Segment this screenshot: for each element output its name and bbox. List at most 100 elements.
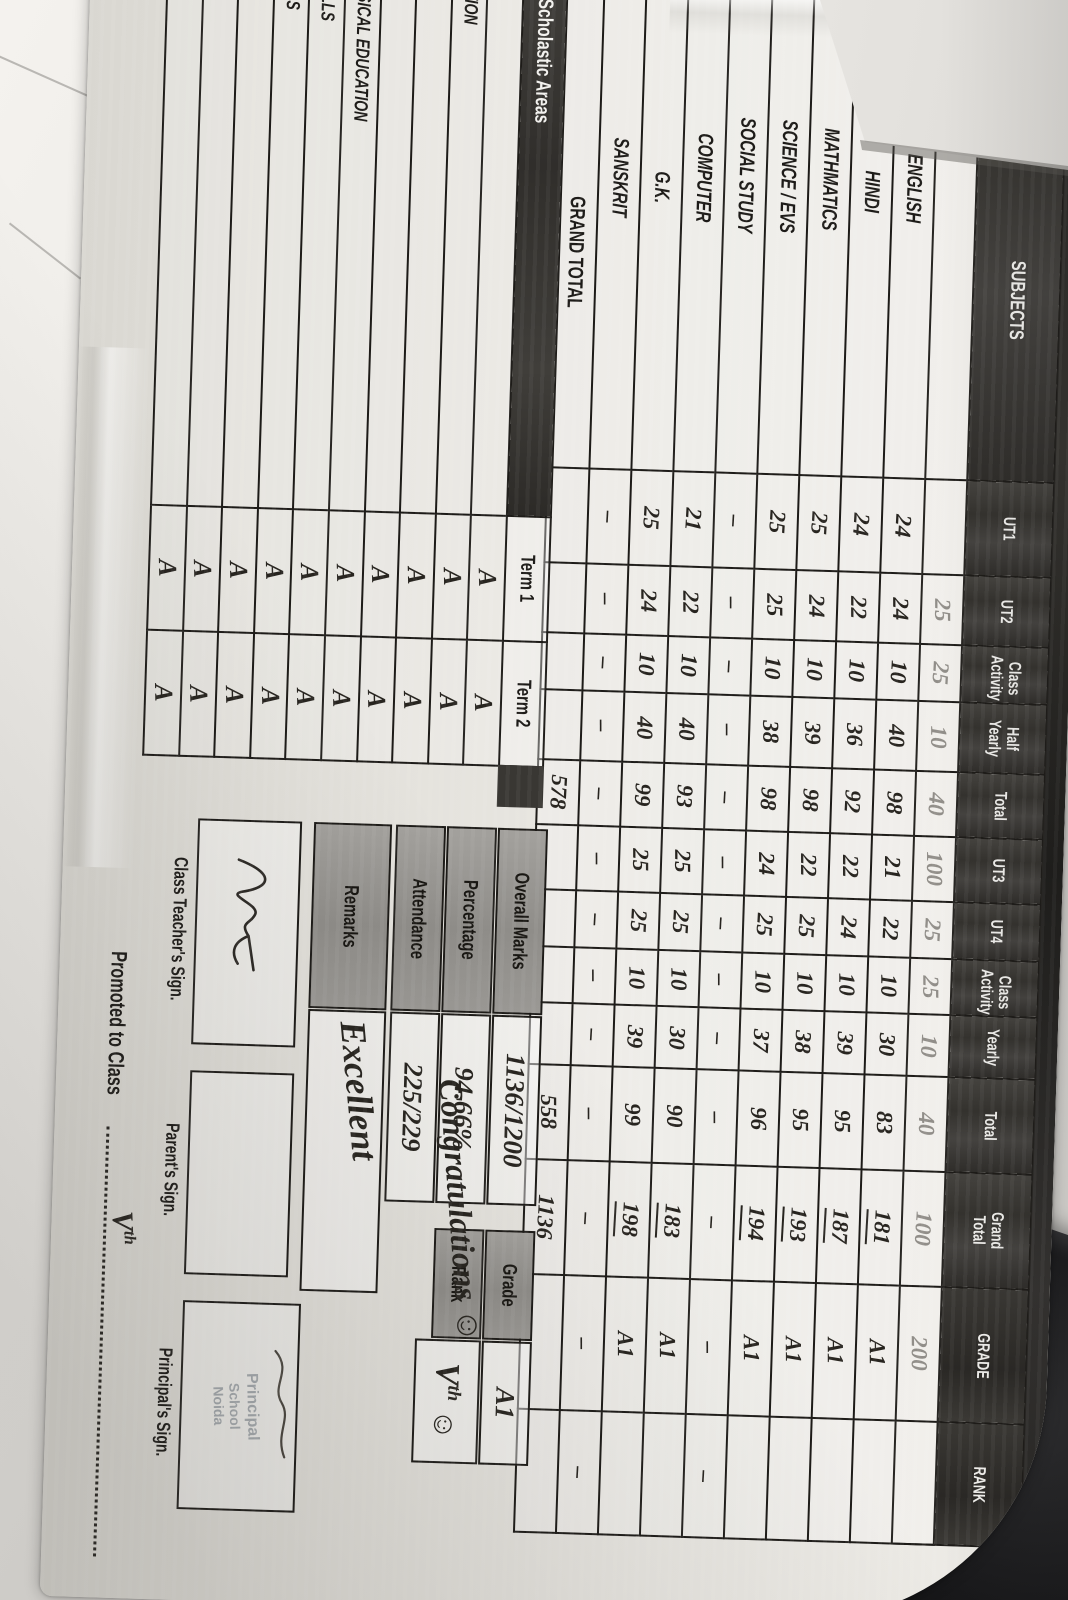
mark-cell: 25 (752, 568, 797, 640)
mark-cell: 25 (918, 643, 963, 703)
principal-signature (274, 1349, 287, 1459)
mark-cell: – (700, 894, 745, 953)
mark-cell: A1 (853, 1284, 900, 1421)
col-header-total: Total (956, 772, 1046, 840)
mark-cell: – (574, 890, 619, 949)
mark-cell: 24 (744, 830, 789, 897)
desk-scratch (8, 222, 82, 280)
mark-cell: 40 (874, 699, 919, 771)
smiley-doodle: ☺ (425, 1406, 464, 1443)
mark-cell: 25 (618, 826, 663, 893)
percentage-label: Percentage (441, 826, 498, 1014)
mark-cell: 36 (832, 698, 877, 770)
col-header-class-activity: Class Activity (960, 645, 1049, 705)
mark-cell: 10 (916, 700, 961, 773)
col-header-class-activity: Class Activity (950, 959, 1040, 1018)
parent-sign-label: Parent's Sign. (158, 1122, 183, 1217)
class-teacher-sign-label: Class Teacher's Sign. (165, 856, 191, 1001)
mark-cell: – (584, 563, 629, 635)
mark-cell: 100 (899, 1170, 946, 1287)
co-scholastic-rows: ACTIVITYAAWORK EDUCATIONAAART & CRAFTAAD… (143, 0, 526, 766)
parent-sign-box (183, 1070, 295, 1278)
mark-cell: – (564, 1160, 610, 1277)
report-card-paper: SUBJECTS UT1 UT2 Class Activity Half Yearly T… (39, 0, 1068, 1600)
stamp-line-principal: Principal (243, 1372, 262, 1441)
mark-cell: 83 (861, 1074, 907, 1171)
mark-cell (765, 1416, 812, 1541)
mark-cell (922, 479, 968, 576)
remarks-label: Remarks (308, 821, 393, 1011)
mark-cell (807, 1417, 854, 1543)
mark-cell: 95 (777, 1071, 823, 1169)
term-grade-cell: A (147, 504, 187, 631)
mark-cell: – (559, 1275, 607, 1412)
col-header-ut3: UT3 (953, 837, 1043, 905)
mark-cell: – (681, 1413, 728, 1539)
mark-cell: 25 (658, 892, 703, 952)
mark-cell: – (704, 764, 749, 831)
promoted-class-handwritten: Vth (105, 1210, 140, 1246)
scholastic-marks-table: SUBJECTS UT1 UT2 Class Activity Half Yearly T… (513, 0, 1068, 1549)
col-header-rank: RANK (933, 1421, 1025, 1548)
mark-cell: – (580, 690, 625, 762)
rank-value: Vth ☺ (411, 1338, 481, 1465)
term-grade-cell: A (178, 630, 219, 757)
col-header-ut2: UT2 (962, 575, 1052, 648)
mark-cell: 39 (822, 1011, 867, 1075)
mark-cell: – (685, 1279, 732, 1416)
term-grade-cell: A (431, 513, 472, 640)
col-header-yearly: Yearly (948, 1015, 1038, 1080)
mark-cell: 181 (857, 1169, 904, 1286)
promoted-to-class-line: Promoted to Class Vth (87, 926, 140, 1557)
paper-crease (62, 346, 149, 869)
mark-cell: 40 (622, 691, 667, 763)
mark-cell: 200 (895, 1285, 942, 1422)
term-grade-cell: A (214, 631, 254, 758)
mark-cell: 38 (780, 1009, 825, 1074)
grade-label: Grade (481, 1229, 536, 1342)
mark-cell: 10 (824, 955, 869, 1013)
mark-cell: 40 (914, 770, 959, 838)
mark-cell: – (712, 472, 758, 569)
mark-cell: 24 (626, 564, 671, 637)
attendance-label: Attendance (390, 824, 447, 1013)
mark-cell: 24 (878, 572, 923, 644)
mark-cell: 30 (654, 1005, 699, 1070)
mark-cell: 10 (624, 634, 669, 693)
mark-cell (849, 1419, 896, 1544)
dark-band-cap (496, 764, 545, 809)
mark-cell (723, 1415, 770, 1540)
mark-cell: 24 (794, 570, 839, 642)
scholastic-rows: 25 25 10 40 100 25 25 10 40 100 200 ENGLISH 24 24 10 40… (513, 0, 985, 1545)
col-header-ut4: UT4 (952, 902, 1041, 962)
mark-cell: 40 (903, 1075, 949, 1173)
term-grade-cell: A (427, 638, 468, 765)
mark-cell: 25 (660, 827, 705, 895)
mark-cell: 10 (782, 953, 827, 1012)
co-scholastic-table: Co-Scholastic Areas Term 1 Term 2 ACTIVI… (142, 0, 570, 768)
term-grade-cell: A (360, 511, 401, 638)
grade-value: A1 (478, 1340, 532, 1467)
mark-cell: 38 (748, 695, 793, 767)
mark-cell: 187 (815, 1168, 862, 1285)
mark-cell: – (567, 1065, 613, 1162)
mark-cell: 10 (834, 641, 879, 700)
term-grade-cell: A (392, 637, 432, 764)
mark-cell: – (702, 829, 747, 896)
mark-cell: 39 (790, 696, 835, 769)
mark-cell: 37 (738, 1008, 783, 1072)
mark-cell: – (576, 825, 621, 892)
col-header-ut1: UT1 (964, 480, 1055, 579)
mark-cell: 98 (746, 765, 791, 832)
term2-header: Term 2 (499, 640, 547, 768)
mark-cell: 24 (838, 476, 884, 573)
mark-cell (639, 1412, 686, 1537)
mark-cell: 193 (773, 1166, 820, 1283)
term-grade-cell: A (249, 633, 290, 760)
mark-cell: 98 (788, 766, 833, 834)
principal-sign-label: Principal's Sign. (151, 1347, 176, 1457)
mark-cell (597, 1411, 644, 1536)
mark-cell: 194 (731, 1165, 778, 1282)
mark-cell: 25 (628, 469, 674, 567)
